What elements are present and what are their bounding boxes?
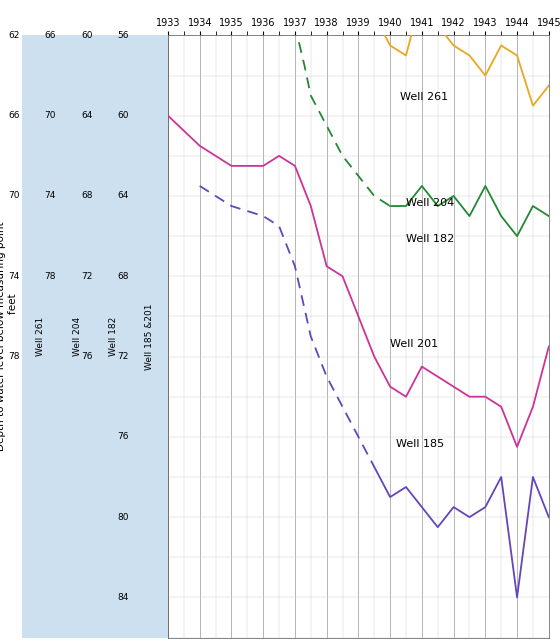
Text: 60: 60 xyxy=(117,111,129,120)
Text: 66: 66 xyxy=(44,31,56,40)
Text: 72: 72 xyxy=(118,352,129,361)
Text: 64: 64 xyxy=(118,191,129,200)
Text: Depth to water level below measuring point
                    feet: Depth to water level below measuring poi… xyxy=(0,222,17,451)
Text: Well 261: Well 261 xyxy=(400,91,448,102)
Text: 66: 66 xyxy=(8,111,20,120)
Text: Well 182: Well 182 xyxy=(406,234,454,244)
Text: 84: 84 xyxy=(118,593,129,602)
Text: 76: 76 xyxy=(117,432,129,441)
Text: Well 201: Well 201 xyxy=(390,339,438,348)
Text: Well 182: Well 182 xyxy=(109,317,118,356)
Text: 64: 64 xyxy=(81,111,92,120)
Text: 74: 74 xyxy=(45,191,56,200)
Text: 68: 68 xyxy=(117,272,129,281)
Text: 70: 70 xyxy=(44,111,56,120)
Text: 76: 76 xyxy=(81,352,92,361)
Text: 78: 78 xyxy=(8,352,20,361)
Text: 78: 78 xyxy=(44,272,56,281)
Text: 70: 70 xyxy=(8,191,20,200)
Text: 68: 68 xyxy=(81,191,92,200)
Text: 74: 74 xyxy=(8,272,20,281)
Text: Well 204: Well 204 xyxy=(406,198,454,208)
Text: Well 185 &201: Well 185 &201 xyxy=(145,303,155,370)
Text: 72: 72 xyxy=(81,272,92,281)
Text: 80: 80 xyxy=(117,513,129,522)
Text: 60: 60 xyxy=(81,31,92,40)
Text: Well 204: Well 204 xyxy=(72,317,82,356)
Text: 56: 56 xyxy=(117,31,129,40)
Text: Well 185: Well 185 xyxy=(396,439,445,449)
Text: Well 261: Well 261 xyxy=(36,317,45,356)
Text: 62: 62 xyxy=(8,31,20,40)
